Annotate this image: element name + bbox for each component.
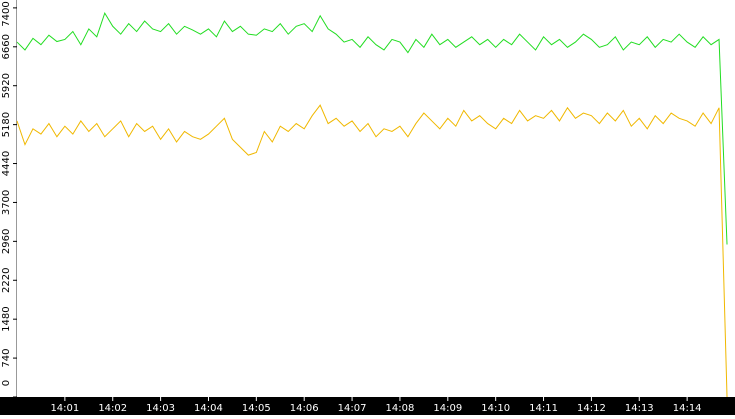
x-tick-label: 14:06 (290, 403, 319, 414)
series-line (16, 11, 728, 245)
y-tick-label: 3700 (1, 190, 12, 215)
x-tick-label: 14:13 (625, 403, 654, 414)
x-tick-label: 14:09 (433, 403, 462, 414)
x-axis-band (0, 397, 735, 415)
y-tick-label: 740 (1, 349, 12, 368)
x-tick-label: 14:11 (529, 403, 558, 414)
x-tick-label: 14:12 (577, 403, 606, 414)
y-tick-label: 1480 (1, 306, 12, 331)
y-tick-label: 5920 (1, 73, 12, 98)
y-tick-label: 0 (1, 380, 12, 386)
x-tick-label: 14:14 (673, 403, 702, 414)
y-tick-label: 2220 (1, 268, 12, 293)
x-tick-label: 14:07 (338, 403, 367, 414)
x-tick-label: 14:08 (386, 403, 415, 414)
y-tick-label: 5180 (1, 112, 12, 137)
x-tick-label: 14:10 (481, 403, 510, 414)
series-line (16, 104, 728, 398)
x-tick-label: 14:01 (50, 403, 79, 414)
x-tick-label: 14:02 (98, 403, 127, 414)
x-tick-label: 14:05 (242, 403, 271, 414)
y-tick-label: 4440 (1, 151, 12, 176)
y-tick-label: 6660 (1, 34, 12, 59)
y-tick-label: 7400 (1, 1, 12, 26)
y-tick-label: 2960 (1, 229, 12, 254)
x-tick-label: 14:04 (194, 403, 223, 414)
x-tick-label: 14:03 (146, 403, 175, 414)
